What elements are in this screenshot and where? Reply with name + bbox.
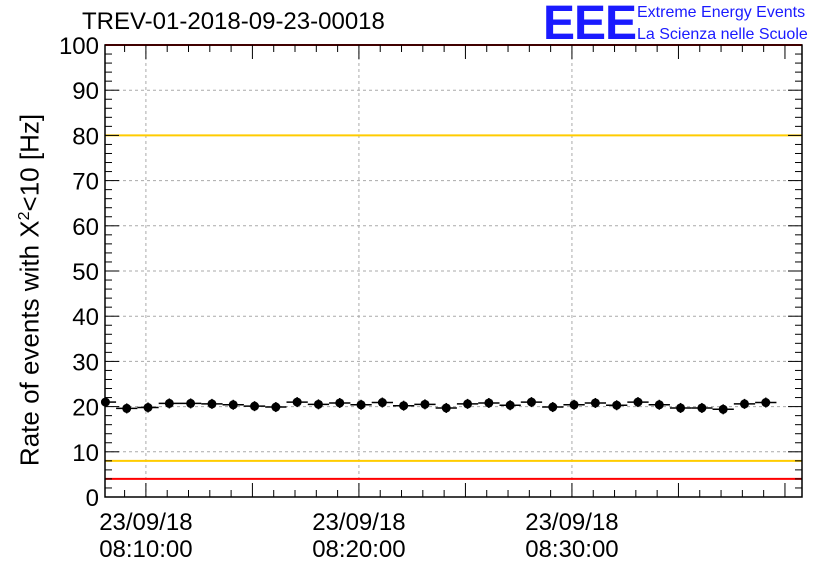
data-point: [548, 402, 558, 412]
x-tick-label-date: 23/09/18: [525, 509, 618, 536]
data-point: [100, 397, 110, 407]
data-point: [484, 398, 494, 408]
data-point: [633, 397, 643, 407]
x-tick-label-time: 08:10:00: [99, 536, 192, 563]
data-point: [399, 401, 409, 411]
y-tick-label: 50: [72, 259, 99, 286]
data-point: [463, 399, 473, 409]
y-tick-label: 100: [59, 33, 99, 60]
y-tick-label: 70: [72, 169, 99, 196]
y-tick-label: 30: [72, 349, 99, 376]
y-tick-label: 60: [72, 214, 99, 241]
eee-logo: EEE: [543, 0, 637, 50]
logo-line-1: Extreme Energy Events: [637, 4, 806, 21]
data-point: [271, 402, 281, 412]
data-point: [569, 400, 579, 410]
data-point: [292, 397, 302, 407]
data-point: [697, 403, 707, 413]
y-tick-label: 0: [86, 485, 99, 512]
data-point: [526, 397, 536, 407]
data-point: [228, 400, 238, 410]
data-point: [505, 400, 515, 410]
data-point: [654, 400, 664, 410]
data-point: [164, 398, 174, 408]
x-tick-label-time: 08:30:00: [525, 536, 618, 563]
data-point: [313, 399, 323, 409]
data-point: [420, 399, 430, 409]
data-point: [186, 398, 196, 408]
data-point: [739, 399, 749, 409]
data-point: [590, 398, 600, 408]
data-point: [356, 400, 366, 410]
data-point: [250, 401, 260, 411]
y-tick-label: 20: [72, 395, 99, 422]
x-tick-label-date: 23/09/18: [312, 509, 405, 536]
data-point: [122, 403, 132, 413]
data-point: [207, 399, 217, 409]
logo-line-2: La Scienza nelle Scuole: [637, 26, 808, 43]
data-point: [143, 403, 153, 413]
data-point: [612, 400, 622, 410]
y-tick-label: 40: [72, 304, 99, 331]
data-point: [718, 404, 728, 414]
x-tick-label-time: 08:20:00: [312, 536, 405, 563]
data-point: [377, 398, 387, 408]
data-point: [335, 398, 345, 408]
data-point: [441, 403, 451, 413]
data-point: [761, 398, 771, 408]
y-tick-label: 80: [72, 123, 99, 150]
y-tick-label: 10: [72, 440, 99, 467]
y-tick-label: 90: [72, 78, 99, 105]
data-point: [676, 403, 686, 413]
logo-text: Extreme Energy Events La Scienza nelle S…: [637, 2, 808, 46]
chart-title: TREV-01-2018-09-23-00018: [82, 8, 385, 35]
x-tick-label-date: 23/09/18: [99, 509, 192, 536]
